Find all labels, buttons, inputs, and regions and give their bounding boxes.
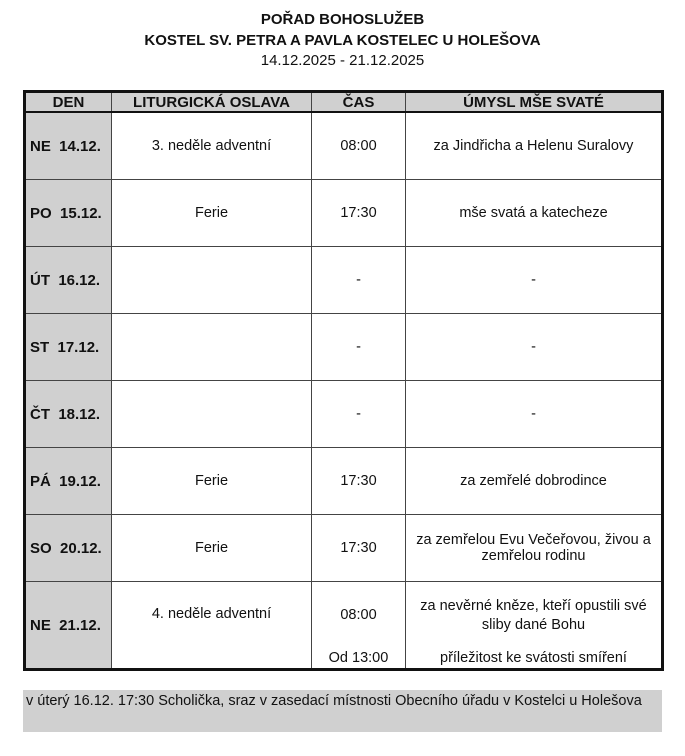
day-cell: NE 14.12.	[24, 111, 112, 180]
feast-cell: Ferie	[111, 179, 312, 247]
col-intent: ÚMYSL MŠE SVATÉ	[405, 91, 663, 113]
intent-cell: -	[405, 313, 663, 381]
feast-cell: 3. neděle adventní	[111, 111, 312, 180]
table-row: PÁ 19.12. Ferie 17:30 za zemřelé dobrodince	[24, 447, 663, 515]
date-range: 14.12.2025 - 21.12.2025	[260, 52, 425, 69]
intent-text: za nevěrné kněze, kteří opustili své sli…	[420, 598, 647, 633]
feast-cell: Ferie	[111, 514, 312, 582]
table-row: ČT 18.12. - -	[24, 380, 663, 448]
time-cell: 08:00 Od 13:00	[311, 581, 406, 670]
time-cell: -	[311, 313, 406, 381]
feast-cell	[111, 246, 312, 314]
time-cell: 17:30	[311, 514, 406, 582]
page-title: POŘAD BOHOSLUŽEB	[260, 11, 425, 28]
day-cell: ÚT 16.12.	[24, 246, 112, 314]
day-cell: PÁ 19.12.	[24, 447, 112, 515]
col-day: DEN	[24, 91, 112, 113]
feast-text: 4. neděle adventní	[151, 606, 272, 622]
table-row: SO 20.12. Ferie 17:30 za zemřelou Evu Večeř…	[24, 514, 663, 582]
time-text: 08:00	[340, 607, 377, 623]
table-row: ÚT 16.12. - -	[24, 246, 663, 314]
day-cell: ST 17.12.	[24, 313, 112, 381]
feast-cell: Ferie	[111, 447, 312, 515]
schedule-table: DEN LITURGICKÁ OSLAVA ČAS ÚMYSL MŠE SVAT…	[23, 90, 664, 671]
table-row: NE 21.12. 4. neděle adventní 08:00 Od 13:00…	[24, 581, 663, 670]
day-cell: NE 21.12.	[24, 581, 112, 670]
day-cell: ČT 18.12.	[24, 380, 112, 448]
time-cell: -	[311, 380, 406, 448]
time-cell: 08:00	[311, 111, 406, 180]
time-cell: 17:30	[311, 179, 406, 247]
intent-cell: -	[405, 246, 663, 314]
feast-cell: 4. neděle adventní	[111, 581, 312, 670]
church-name: KOSTEL SV. PETRA A PAVLA KOSTELEC U HOLE…	[144, 32, 541, 49]
table-row: PO 15.12. Ferie 17:30 mše svatá a katecheze	[24, 179, 663, 247]
day-cell: SO 20.12.	[24, 514, 112, 582]
intent-cell: -	[405, 380, 663, 448]
table-row: ST 17.12. - -	[24, 313, 663, 381]
intent-cell: za zemřelou Evu Večeřovou, živou a zemře…	[405, 514, 663, 582]
feast-cell	[111, 380, 312, 448]
intent2-text: příležitost ke svátosti smíření	[440, 650, 627, 666]
feast-cell	[111, 313, 312, 381]
col-feast: LITURGICKÁ OSLAVA	[111, 91, 312, 113]
day-cell: PO 15.12.	[24, 179, 112, 247]
intent-cell: za Jindřicha a Helenu Suralovy	[405, 111, 663, 180]
intent-cell: za nevěrné kněze, kteří opustili své sli…	[405, 581, 663, 670]
col-time: ČAS	[311, 91, 406, 113]
announcement-note: v úterý 16.12. 17:30 Scholička, sraz v z…	[23, 690, 662, 732]
table-row: NE 14.12. 3. neděle adventní 08:00 za Jindř…	[24, 111, 663, 180]
time-cell: -	[311, 246, 406, 314]
intent-cell: za zemřelé dobrodince	[405, 447, 663, 515]
intent-cell: mše svatá a katecheze	[405, 179, 663, 247]
time2-text: Od 13:00	[328, 650, 389, 666]
time-cell: 17:30	[311, 447, 406, 515]
